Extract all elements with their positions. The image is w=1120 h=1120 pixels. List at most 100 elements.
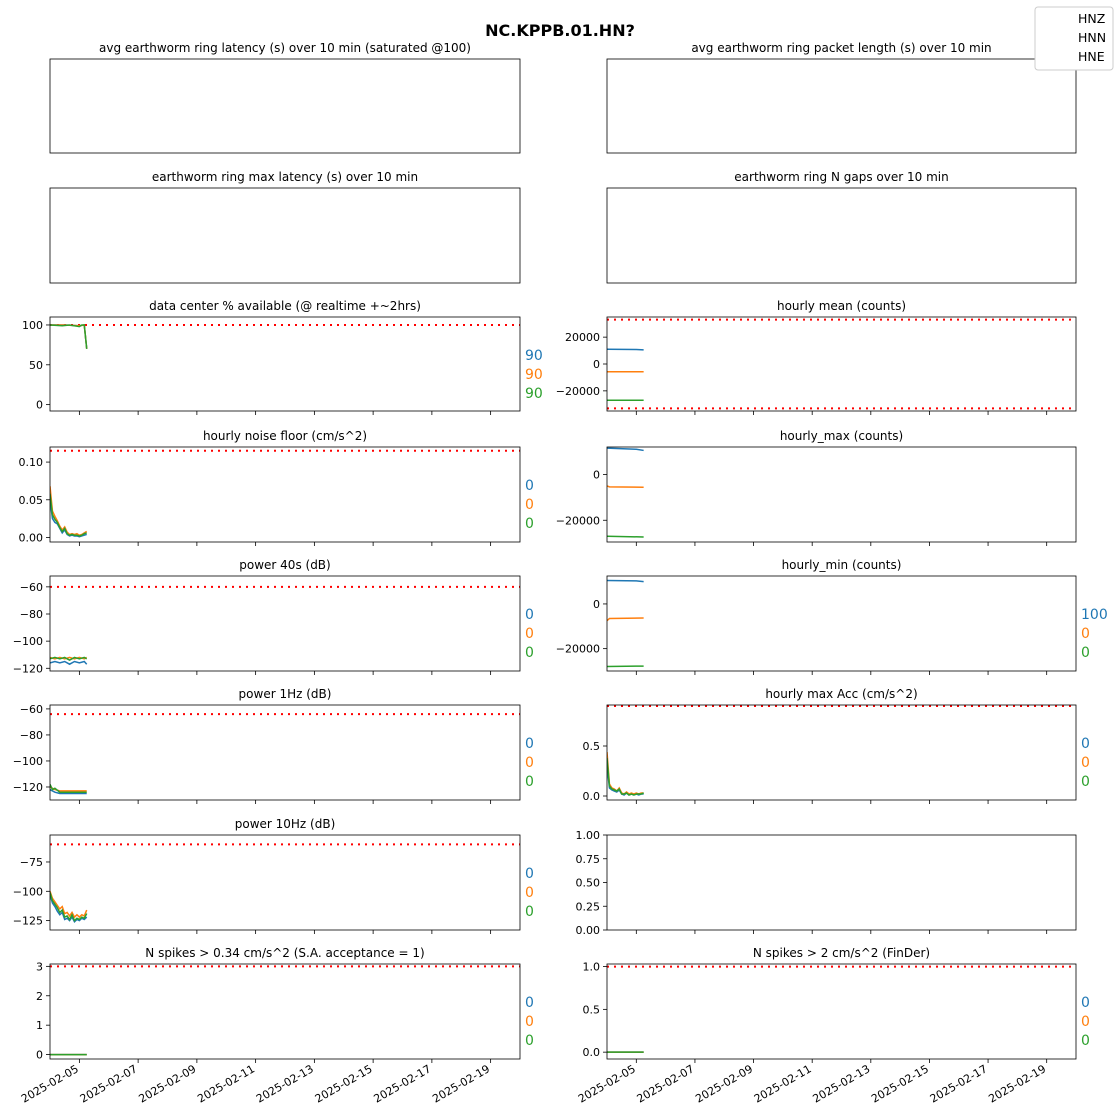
- series-line-hnz: [50, 660, 88, 666]
- y-tick-label: 0: [593, 468, 600, 481]
- y-tick-label: 50: [29, 359, 43, 372]
- y-tick-label: −60: [20, 581, 43, 594]
- panel-empty: 0.00 0.25 0.50 0.75 1.00: [576, 829, 1077, 937]
- side-label-hnn: 0: [525, 885, 534, 901]
- side-label-hne: 0: [525, 516, 534, 532]
- y-tick-label: −120: [13, 781, 43, 794]
- side-label-hnn: 0: [525, 626, 534, 642]
- series-group: [607, 348, 644, 402]
- y-tick-label: −120: [13, 662, 43, 675]
- axes-frame: [49, 704, 521, 801]
- axes-frame: [49, 58, 521, 154]
- y-tick-label: 0.50: [576, 877, 601, 890]
- series-line-hne: [50, 784, 87, 793]
- legend-box: [1034, 6, 1114, 71]
- y-tick-label: 1.0: [583, 961, 601, 974]
- panel-title: hourly max Acc (cm/s^2): [765, 687, 917, 701]
- y-tick-label: −80: [20, 608, 43, 621]
- series-line-hnz: [607, 447, 644, 452]
- axes-frame: [606, 187, 1077, 284]
- y-tick-label: 0: [36, 1049, 43, 1062]
- axes-frame: [49, 187, 521, 284]
- side-label-hnn: 0: [525, 755, 534, 771]
- side-label-hnz: 90: [525, 348, 543, 364]
- series-line-hnn: [607, 617, 644, 622]
- side-label-hne: 90: [525, 386, 543, 402]
- y-tick-label: −20000: [556, 385, 600, 398]
- y-tick-label: 0.0: [583, 790, 601, 803]
- panel-max-latency: earthworm ring max latency (s) over 10 m…: [49, 170, 521, 284]
- panel-avg-latency: avg earthworm ring latency (s) over 10 m…: [49, 41, 521, 154]
- series-line-hne: [50, 324, 88, 349]
- series-line-hnz: [50, 894, 88, 924]
- side-label-hnn: 0: [525, 1014, 534, 1030]
- series-line-hne: [50, 892, 88, 922]
- panel-title: data center % available (@ realtime +~2h…: [149, 299, 421, 313]
- panel-title: hourly noise floor (cm/s^2): [203, 429, 367, 443]
- panel-title: power 40s (dB): [239, 558, 330, 572]
- series-group: [607, 751, 644, 796]
- series-line-hnz: [50, 788, 87, 795]
- side-label-hnz: 0: [525, 478, 534, 494]
- series-group: [50, 784, 87, 795]
- side-label-hnz: 0: [525, 995, 534, 1011]
- side-label-hnn: 0: [1081, 755, 1090, 771]
- panel-title: hourly_max (counts): [780, 429, 903, 443]
- panel-hourly-max: hourly_max (counts) −20000 0: [556, 429, 1077, 546]
- side-label-hnz: 0: [1081, 995, 1090, 1011]
- series-line-hne: [607, 757, 644, 796]
- side-label-hnz: 100: [1081, 607, 1108, 623]
- axes-frame: [49, 963, 521, 1060]
- y-tick-label: 0.05: [19, 494, 44, 507]
- y-tick-label: −100: [13, 755, 43, 768]
- panel-n-gaps: earthworm ring N gaps over 10 min: [606, 170, 1077, 284]
- axes-frame: [49, 834, 521, 931]
- panel-max-acc: hourly max Acc (cm/s^2) 0.0 0.5 0 0 0: [583, 687, 1090, 804]
- y-tick-label: 0.5: [583, 740, 601, 753]
- y-tick-label: 0.00: [19, 531, 44, 544]
- series-line-hne: [50, 493, 87, 537]
- panel-title: N spikes > 2 cm/s^2 (FinDer): [753, 946, 930, 960]
- side-label-hnn: 0: [1081, 626, 1090, 642]
- axes-frame: [606, 963, 1077, 1060]
- series-group: [50, 891, 88, 924]
- panel-title: earthworm ring max latency (s) over 10 m…: [152, 170, 418, 184]
- series-line-hnn: [607, 485, 644, 489]
- panel-title: power 1Hz (dB): [239, 687, 332, 701]
- series-group: [50, 486, 88, 538]
- series-line-hnz: [607, 348, 644, 351]
- side-label-hne: 0: [1081, 645, 1090, 661]
- y-tick-label: 20000: [565, 331, 600, 344]
- y-tick-label: −60: [20, 703, 43, 716]
- side-label-hnn: 0: [525, 497, 534, 513]
- y-tick-label: 0: [36, 399, 43, 412]
- legend-label-hne: HNE: [1078, 49, 1105, 64]
- panel-title: N spikes > 0.34 cm/s^2 (S.A. acceptance …: [145, 946, 424, 960]
- series-line-hne: [50, 656, 88, 661]
- y-tick-label: −20000: [556, 643, 600, 656]
- y-tick-label: 0.0: [583, 1046, 601, 1059]
- side-label-hnz: 0: [525, 607, 534, 623]
- panel-hourly-mean: hourly mean (counts) −20000 0 20000: [556, 299, 1077, 415]
- y-tick-label: 0.25: [576, 900, 601, 913]
- legend-label-hnn: HNN: [1078, 30, 1106, 45]
- axes-frame: [49, 446, 521, 543]
- y-tick-label: 2: [36, 990, 43, 1003]
- figure-title: NC.KPPB.01.HN?: [485, 21, 635, 40]
- y-tick-label: 0: [593, 358, 600, 371]
- side-label-hnz: 0: [525, 736, 534, 752]
- panel-power-10hz: power 10Hz (dB) −125 −100 −75 0 0 0: [13, 817, 534, 934]
- y-tick-label: −100: [13, 635, 43, 648]
- side-label-hne: 0: [1081, 1033, 1090, 1049]
- panel-title: earthworm ring N gaps over 10 min: [734, 170, 948, 184]
- side-label-hne: 0: [525, 904, 534, 920]
- series-group: [50, 656, 88, 666]
- y-tick-label: 3: [36, 960, 43, 973]
- panel-power-1hz: power 1Hz (dB) −120 −100 −80 −60 0 0 0: [13, 687, 534, 804]
- y-tick-label: −75: [20, 856, 43, 869]
- y-tick-label: 0.10: [19, 456, 44, 469]
- y-tick-label: 0: [593, 598, 600, 611]
- panel-hourly-min: hourly_min (counts) −20000 0 100 0 0: [556, 558, 1108, 675]
